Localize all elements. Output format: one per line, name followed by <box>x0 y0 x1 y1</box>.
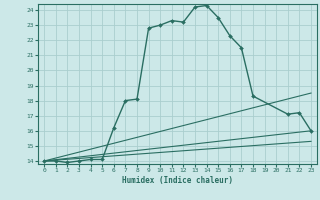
X-axis label: Humidex (Indice chaleur): Humidex (Indice chaleur) <box>122 176 233 185</box>
